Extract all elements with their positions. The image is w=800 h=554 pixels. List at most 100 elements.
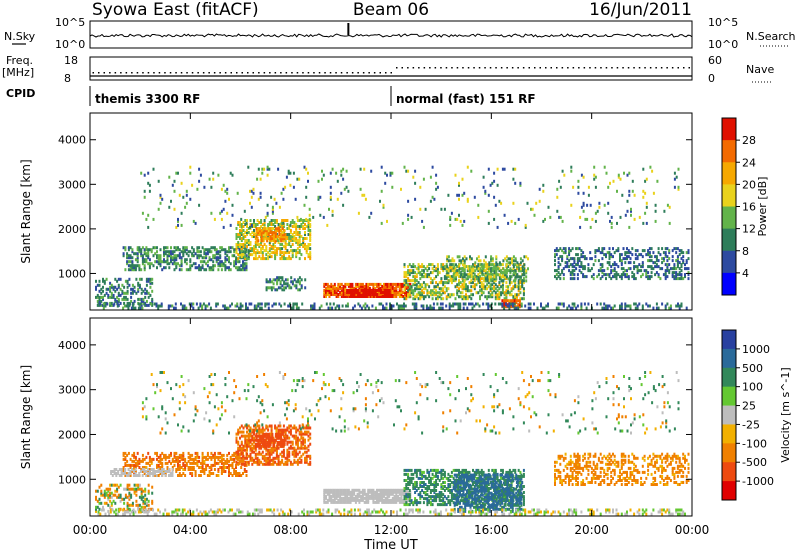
data-cell	[265, 448, 268, 452]
data-cell	[238, 268, 241, 272]
data-cell	[452, 275, 455, 279]
data-cell	[559, 273, 562, 277]
data-cell	[270, 446, 273, 450]
data-cell	[414, 265, 417, 269]
data-cell	[344, 293, 347, 296]
data-cell	[267, 428, 270, 432]
data-cell	[147, 213, 150, 217]
data-cell	[473, 263, 476, 267]
data-cell	[131, 283, 134, 287]
data-cell	[217, 258, 220, 262]
data-cell	[412, 269, 415, 273]
data-cell	[401, 221, 404, 225]
data-cell	[267, 462, 270, 466]
data-cell	[281, 444, 284, 448]
data-cell	[440, 289, 443, 293]
data-cell	[367, 291, 370, 294]
data-cell	[249, 241, 252, 244]
data-cell	[330, 293, 333, 296]
data-cell	[298, 276, 301, 280]
data-cell	[443, 207, 446, 211]
data-cell	[226, 250, 229, 254]
data-cell	[358, 288, 361, 292]
data-cell	[587, 263, 590, 267]
data-cell	[263, 454, 266, 458]
data-cell	[527, 302, 530, 306]
data-cell	[164, 461, 167, 465]
data-cell	[138, 285, 141, 289]
data-cell	[447, 293, 450, 297]
data-cell	[622, 271, 625, 275]
data-cell	[307, 233, 310, 236]
data-cell	[269, 280, 272, 284]
data-cell	[146, 468, 149, 471]
data-cell	[224, 258, 227, 262]
data-cell	[222, 183, 225, 187]
freq-point	[423, 67, 426, 69]
data-cell	[242, 430, 245, 434]
data-cell	[479, 259, 482, 263]
data-cell	[605, 304, 607, 308]
data-cell	[435, 293, 438, 297]
data-cell	[171, 468, 174, 471]
data-cell	[491, 293, 494, 297]
data-cell	[237, 235, 240, 238]
data-cell	[246, 225, 248, 228]
data-cell	[249, 243, 252, 246]
data-cell	[511, 257, 514, 261]
data-cell	[340, 291, 343, 294]
data-cell	[519, 267, 522, 271]
data-cell	[168, 474, 170, 477]
data-cell	[309, 235, 312, 238]
data-cell	[256, 227, 259, 230]
data-cell	[405, 283, 408, 287]
data-cell	[208, 258, 211, 262]
data-cell	[436, 269, 439, 273]
data-cell	[668, 251, 671, 255]
data-cell	[156, 466, 158, 469]
data-cell	[259, 231, 262, 235]
data-cell	[240, 448, 243, 452]
data-cell	[505, 295, 508, 299]
data-cell	[213, 453, 216, 457]
data-cell	[634, 253, 637, 257]
data-cell	[284, 430, 287, 434]
data-cell	[594, 211, 597, 215]
data-cell	[157, 258, 160, 262]
data-cell	[226, 191, 229, 195]
data-cell	[157, 260, 160, 264]
data-cell	[678, 271, 681, 275]
data-cell	[666, 255, 669, 259]
data-cell	[536, 306, 539, 310]
data-cell	[517, 306, 520, 310]
data-cell	[147, 303, 150, 307]
data-cell	[493, 271, 496, 275]
data-cell	[262, 233, 265, 237]
data-cell	[268, 223, 271, 226]
data-cell	[491, 291, 494, 295]
data-cell	[407, 277, 410, 281]
data-cell	[215, 304, 218, 308]
data-cell	[419, 285, 422, 289]
data-cell	[386, 173, 388, 177]
data-cell	[305, 456, 308, 460]
data-cell	[266, 440, 269, 444]
data-cell	[633, 273, 636, 277]
data-cell	[447, 281, 450, 285]
data-cell	[171, 466, 174, 469]
data-cell	[215, 461, 218, 465]
data-cell	[496, 263, 499, 267]
data-cell	[577, 179, 580, 183]
data-cell	[293, 249, 296, 253]
data-cell	[484, 265, 487, 269]
data-cell	[147, 277, 150, 281]
data-cell	[187, 250, 190, 254]
data-cell	[256, 241, 259, 244]
data-cell	[267, 438, 270, 442]
data-cell	[253, 436, 255, 440]
data-cell	[313, 306, 316, 310]
data-cell	[126, 260, 129, 264]
data-cell	[293, 446, 296, 450]
data-cell	[489, 293, 492, 297]
data-cell	[134, 306, 137, 310]
